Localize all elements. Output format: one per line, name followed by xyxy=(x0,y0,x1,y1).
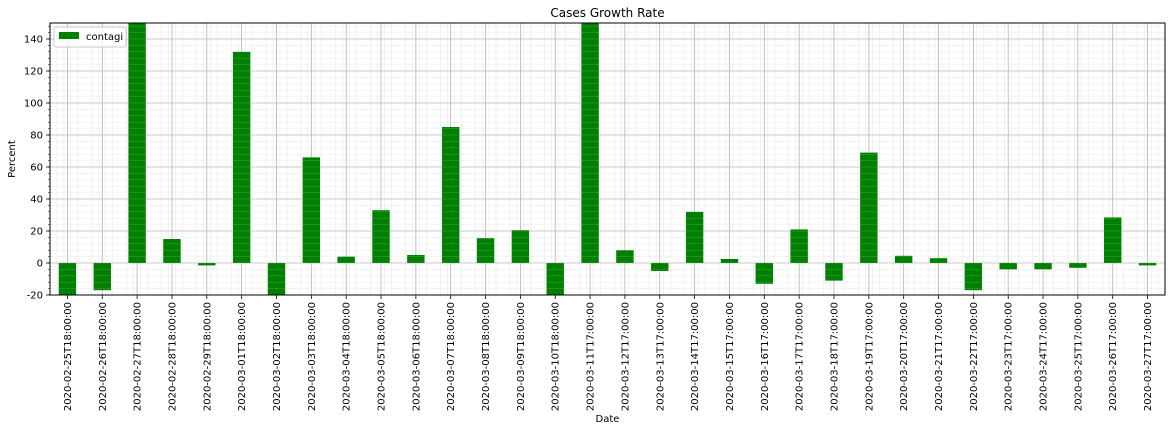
x-tick-label: 2020-03-05T18:00:00 xyxy=(377,302,388,411)
x-tick-label: 2020-03-13T17:00:00 xyxy=(655,302,666,411)
bar xyxy=(232,51,251,263)
x-tick-label: 2020-03-19T17:00:00 xyxy=(864,302,875,411)
x-tick-label: 2020-03-16T17:00:00 xyxy=(760,302,771,411)
bar xyxy=(198,263,216,266)
bar xyxy=(302,157,321,263)
x-tick-label: 2020-02-29T18:00:00 xyxy=(202,302,213,411)
y-tick-label: 0 xyxy=(37,259,43,270)
bar xyxy=(476,238,495,263)
bar xyxy=(546,263,564,295)
x-tick-label: 2020-03-25T17:00:00 xyxy=(1073,302,1084,411)
bar xyxy=(581,23,599,264)
bar xyxy=(267,263,286,295)
bar xyxy=(929,258,948,263)
bar xyxy=(1069,263,1087,268)
bar xyxy=(755,263,774,284)
x-tick-label: 2020-03-21T17:00:00 xyxy=(934,302,945,411)
bar xyxy=(372,210,390,263)
bar xyxy=(1104,217,1122,263)
x-tick-label: 2020-03-14T17:00:00 xyxy=(690,302,701,411)
bar xyxy=(720,259,739,263)
bar xyxy=(999,263,1017,270)
legend-swatch xyxy=(59,32,79,39)
x-axis-title: Date xyxy=(596,414,620,425)
bar xyxy=(790,229,808,263)
plot-frame xyxy=(49,22,1166,296)
bar xyxy=(685,211,704,263)
x-tick-label: 2020-02-28T18:00:00 xyxy=(167,302,178,411)
x-tick-label: 2020-03-15T17:00:00 xyxy=(725,302,736,411)
bar xyxy=(1034,263,1052,270)
bar xyxy=(58,263,77,295)
x-tick-label: 2020-03-07T18:00:00 xyxy=(446,302,457,411)
bar xyxy=(964,263,983,291)
bar xyxy=(894,255,913,263)
y-tick-label: 20 xyxy=(30,227,43,238)
x-tick-label: 2020-03-09T18:00:00 xyxy=(516,302,527,411)
y-tick-label: 60 xyxy=(30,163,43,174)
x-tick-label: 2020-03-27T17:00:00 xyxy=(1143,302,1154,411)
x-tick-label: 2020-03-10T18:00:00 xyxy=(551,302,562,411)
y-tick-label: 80 xyxy=(30,131,43,142)
y-tick-label: -20 xyxy=(27,291,43,302)
legend-label: contagi xyxy=(86,32,123,43)
bar xyxy=(511,230,530,263)
x-tick-label: 2020-02-25T18:00:00 xyxy=(63,302,74,411)
x-tick-label: 2020-03-18T17:00:00 xyxy=(829,302,840,411)
y-tick-label: 100 xyxy=(24,99,43,110)
x-tick-label: 2020-03-24T17:00:00 xyxy=(1039,302,1050,411)
x-tick-label: 2020-03-02T18:00:00 xyxy=(272,302,283,411)
bar xyxy=(337,256,355,263)
axis-ticks: -20 0 20 40 60 80 100 120 140 2020-02-25T18:00:00… xyxy=(24,25,1154,411)
chart-title: Cases Growth Rate xyxy=(550,6,664,20)
bar xyxy=(1138,263,1157,266)
bar xyxy=(93,263,111,291)
bar xyxy=(441,127,460,263)
x-tick-label: 2020-03-01T18:00:00 xyxy=(237,302,248,411)
bar xyxy=(616,250,634,263)
bar-grid-overlay xyxy=(50,25,1165,295)
y-axis-title: Percent xyxy=(7,140,18,178)
bar xyxy=(128,23,146,264)
y-tick-label: 40 xyxy=(30,195,43,206)
x-tick-label: 2020-03-26T17:00:00 xyxy=(1108,302,1119,411)
x-tick-label: 2020-03-23T17:00:00 xyxy=(1004,302,1015,411)
y-tick-label: 120 xyxy=(24,67,43,78)
bar xyxy=(651,263,669,271)
x-tick-label: 2020-03-11T17:00:00 xyxy=(586,302,597,411)
grid xyxy=(50,23,1165,296)
legend: contagi xyxy=(53,26,127,48)
bar xyxy=(860,152,878,263)
x-tick-label: 2020-03-03T18:00:00 xyxy=(307,302,318,411)
bars xyxy=(50,23,1165,295)
x-tick-label: 2020-03-04T18:00:00 xyxy=(342,302,353,411)
x-tick-label: 2020-02-26T18:00:00 xyxy=(98,302,109,411)
x-tick-label: 2020-03-17T17:00:00 xyxy=(795,302,806,411)
x-tick-label: 2020-03-12T17:00:00 xyxy=(620,302,631,411)
bar xyxy=(407,255,425,263)
x-tick-label: 2020-03-22T17:00:00 xyxy=(969,302,980,411)
x-tick-label: 2020-03-20T17:00:00 xyxy=(899,302,910,411)
x-tick-label: 2020-03-08T18:00:00 xyxy=(481,302,492,411)
y-tick-label: 140 xyxy=(24,35,43,46)
bar xyxy=(163,239,181,263)
bar xyxy=(825,263,843,281)
x-tick-label: 2020-02-27T18:00:00 xyxy=(133,302,144,411)
x-tick-label: 2020-03-06T18:00:00 xyxy=(411,302,422,411)
